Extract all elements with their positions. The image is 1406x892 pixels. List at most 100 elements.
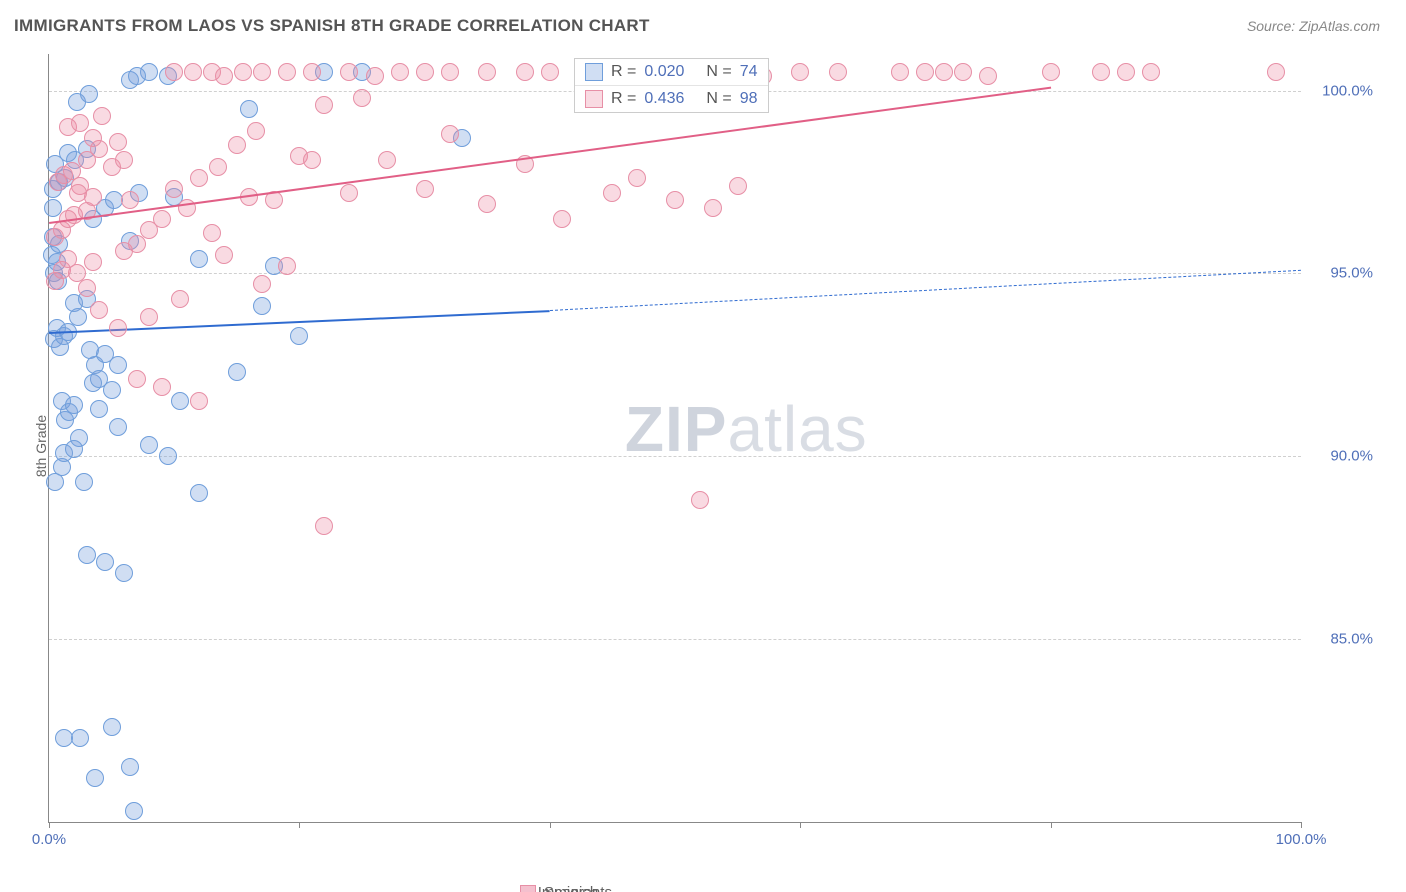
data-point-spanish [516, 63, 534, 81]
data-point-spanish [93, 107, 111, 125]
data-point-laos [171, 392, 189, 410]
legend-swatch-icon [520, 885, 536, 892]
data-point-spanish [178, 199, 196, 217]
data-point-spanish [478, 63, 496, 81]
legend-label: Spanish [544, 884, 598, 892]
data-point-laos [69, 308, 87, 326]
stats-row-laos: R =0.020N =74 [575, 59, 768, 85]
data-point-spanish [1142, 63, 1160, 81]
data-point-spanish [128, 370, 146, 388]
gridline-h [49, 456, 1301, 457]
y-tick-label: 85.0% [1313, 631, 1373, 648]
data-point-spanish [441, 63, 459, 81]
data-point-spanish [215, 246, 233, 264]
data-point-spanish [190, 392, 208, 410]
data-point-spanish [704, 199, 722, 217]
watermark-bold: ZIP [625, 393, 728, 465]
data-point-spanish [115, 151, 133, 169]
source-label: Source: ZipAtlas.com [1247, 18, 1380, 34]
data-point-spanish [829, 63, 847, 81]
data-point-laos [290, 327, 308, 345]
data-point-laos [86, 769, 104, 787]
data-point-laos [80, 85, 98, 103]
legend-swatch-icon [585, 63, 603, 81]
data-point-spanish [165, 180, 183, 198]
stat-n-value: 74 [740, 63, 758, 81]
data-point-spanish [628, 169, 646, 187]
gridline-h [49, 639, 1301, 640]
data-point-spanish [303, 151, 321, 169]
data-point-laos [109, 418, 127, 436]
data-point-spanish [791, 63, 809, 81]
data-point-spanish [478, 195, 496, 213]
stats-row-spanish: R =0.436N =98 [575, 85, 768, 112]
data-point-spanish [916, 63, 934, 81]
stat-n-value: 98 [740, 90, 758, 108]
data-point-spanish [541, 63, 559, 81]
gridline-h [49, 273, 1301, 274]
data-point-spanish [84, 129, 102, 147]
data-point-laos [253, 297, 271, 315]
data-point-spanish [729, 177, 747, 195]
data-point-spanish [128, 235, 146, 253]
data-point-spanish [253, 63, 271, 81]
data-point-spanish [315, 96, 333, 114]
data-point-laos [190, 484, 208, 502]
trendline [550, 270, 1301, 311]
data-point-spanish [121, 191, 139, 209]
data-point-spanish [1092, 63, 1110, 81]
data-point-laos [121, 758, 139, 776]
data-point-laos [140, 436, 158, 454]
x-tick-mark [1301, 822, 1302, 828]
data-point-spanish [63, 162, 81, 180]
stat-r-label: R = [611, 90, 636, 108]
data-point-spanish [278, 257, 296, 275]
data-point-spanish [340, 184, 358, 202]
data-point-spanish [315, 517, 333, 535]
data-point-laos [240, 100, 258, 118]
data-point-laos [228, 363, 246, 381]
chart-title: IMMIGRANTS FROM LAOS VS SPANISH 8TH GRAD… [14, 16, 650, 36]
stat-n-label: N = [706, 63, 731, 81]
data-point-spanish [278, 63, 296, 81]
scatter-plot: ZIPatlas 85.0%90.0%95.0%100.0%0.0%100.0% [48, 54, 1301, 823]
data-point-laos [103, 718, 121, 736]
data-point-spanish [603, 184, 621, 202]
data-point-spanish [441, 125, 459, 143]
data-point-laos [115, 564, 133, 582]
data-point-spanish [184, 63, 202, 81]
data-point-spanish [353, 89, 371, 107]
y-tick-label: 100.0% [1313, 82, 1373, 99]
data-point-laos [128, 67, 146, 85]
data-point-spanish [979, 67, 997, 85]
stat-r-value: 0.436 [644, 90, 684, 108]
y-axis-label: 8th Grade [33, 415, 49, 477]
data-point-spanish [366, 67, 384, 85]
x-tick-mark [800, 822, 801, 828]
data-point-spanish [69, 184, 87, 202]
data-point-spanish [190, 169, 208, 187]
data-point-laos [65, 440, 83, 458]
y-tick-label: 90.0% [1313, 448, 1373, 465]
data-point-laos [75, 473, 93, 491]
data-point-spanish [209, 158, 227, 176]
data-point-laos [190, 250, 208, 268]
data-point-spanish [935, 63, 953, 81]
data-point-laos [159, 447, 177, 465]
stat-r-label: R = [611, 63, 636, 81]
data-point-laos [90, 400, 108, 418]
data-point-spanish [140, 308, 158, 326]
data-point-spanish [416, 63, 434, 81]
watermark: ZIPatlas [625, 392, 868, 466]
data-point-spanish [553, 210, 571, 228]
stats-legend-box: R =0.020N =74R =0.436N =98 [574, 58, 769, 113]
data-point-spanish [109, 133, 127, 151]
data-point-spanish [391, 63, 409, 81]
x-tick-mark [299, 822, 300, 828]
data-point-spanish [228, 136, 246, 154]
data-point-spanish [203, 224, 221, 242]
data-point-spanish [1042, 63, 1060, 81]
data-point-laos [103, 381, 121, 399]
data-point-spanish [253, 275, 271, 293]
x-tick-mark [49, 822, 50, 828]
